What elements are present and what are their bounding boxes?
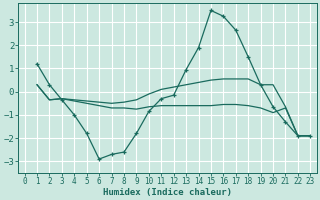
- X-axis label: Humidex (Indice chaleur): Humidex (Indice chaleur): [103, 188, 232, 197]
